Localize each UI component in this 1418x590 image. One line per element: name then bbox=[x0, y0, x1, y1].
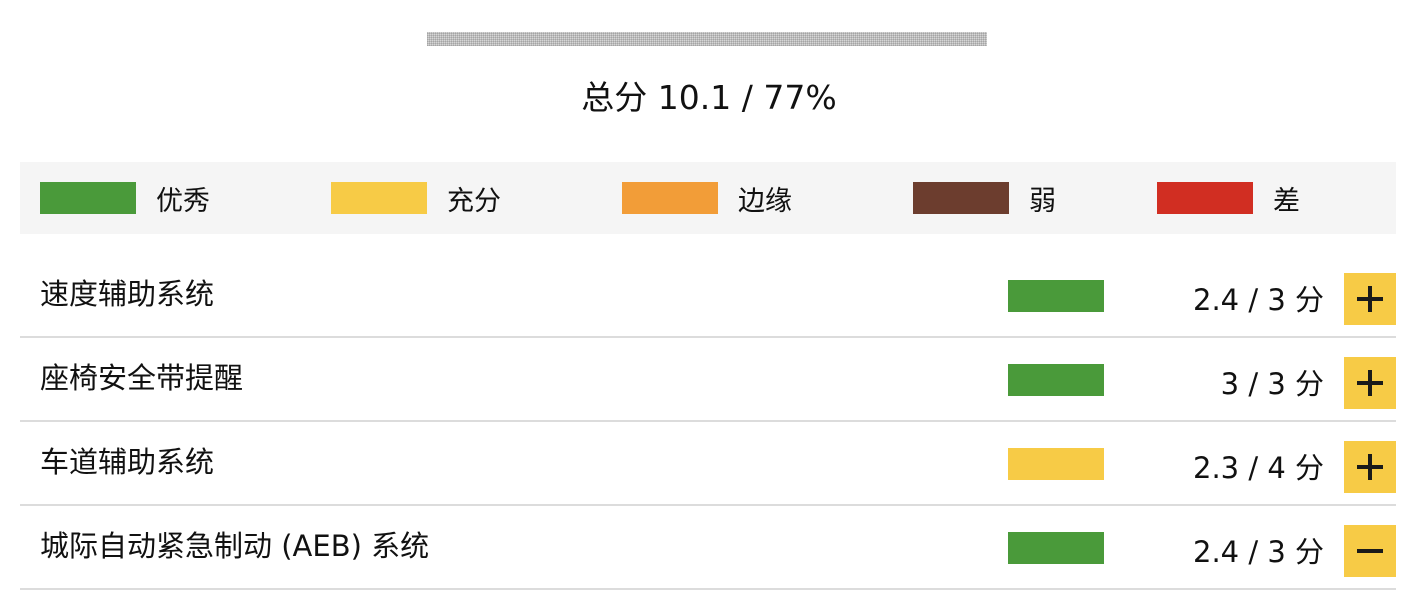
minus-icon bbox=[1357, 549, 1383, 553]
row-label: 城际自动紧急制动 (AEB) 系统 bbox=[40, 529, 430, 563]
legend-swatch bbox=[40, 182, 136, 214]
legend-swatch bbox=[622, 182, 718, 214]
plus-icon-vertical bbox=[1368, 286, 1372, 312]
row-label: 车道辅助系统 bbox=[40, 445, 215, 479]
legend-swatch bbox=[1157, 182, 1253, 214]
rating-bar bbox=[1008, 280, 1104, 312]
rating-bar bbox=[1008, 364, 1104, 396]
score-row-aeb-interurban[interactable]: 城际自动紧急制动 (AEB) 系统 2.4 / 3 分 bbox=[20, 506, 1396, 590]
score-row-seatbelt-reminder[interactable]: 座椅安全带提醒 3 / 3 分 bbox=[20, 338, 1396, 422]
row-score: 2.4 / 3 分 bbox=[1193, 283, 1324, 317]
rating-bar bbox=[1008, 448, 1104, 480]
expand-button[interactable] bbox=[1344, 273, 1396, 325]
row-label: 速度辅助系统 bbox=[40, 277, 215, 311]
score-row-lane-support[interactable]: 车道辅助系统 2.3 / 4 分 bbox=[20, 422, 1396, 506]
score-row-speed-assist[interactable]: 速度辅助系统 2.4 / 3 分 bbox=[20, 254, 1396, 338]
header-banner-image bbox=[427, 32, 987, 46]
total-score: 总分 10.1 / 77% bbox=[581, 78, 837, 117]
plus-icon-vertical bbox=[1368, 370, 1372, 396]
row-score: 2.4 / 3 分 bbox=[1193, 535, 1324, 569]
legend-label: 边缘 bbox=[738, 186, 792, 217]
plus-icon-vertical bbox=[1368, 454, 1372, 480]
collapse-button[interactable] bbox=[1344, 525, 1396, 577]
legend-label: 弱 bbox=[1029, 186, 1056, 217]
rating-bar bbox=[1008, 532, 1104, 564]
rating-legend: 优秀 充分 边缘 弱 差 bbox=[20, 162, 1396, 234]
legend-swatch bbox=[913, 182, 1009, 214]
expand-button[interactable] bbox=[1344, 357, 1396, 409]
row-score: 3 / 3 分 bbox=[1220, 367, 1324, 401]
legend-label: 充分 bbox=[447, 186, 501, 217]
legend-label: 优秀 bbox=[156, 186, 210, 217]
row-score: 2.3 / 4 分 bbox=[1193, 451, 1324, 485]
row-label: 座椅安全带提醒 bbox=[40, 361, 244, 395]
legend-swatch bbox=[331, 182, 427, 214]
expand-button[interactable] bbox=[1344, 441, 1396, 493]
legend-label: 差 bbox=[1273, 186, 1300, 217]
